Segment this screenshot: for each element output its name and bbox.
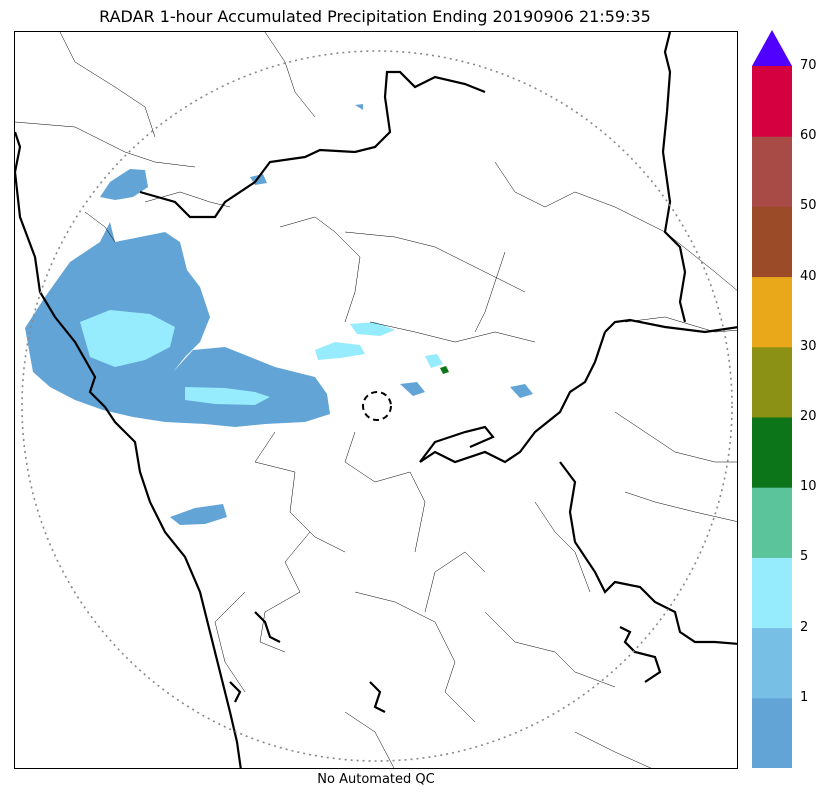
colorbar-bin — [752, 66, 792, 137]
qc-status-text: No Automated QC — [317, 772, 435, 787]
colorbar-tick-label: 5 — [800, 549, 809, 565]
colorbar-tick-label: 1 — [800, 689, 809, 705]
colorbar-bin — [752, 557, 792, 629]
colorbar-bin — [752, 346, 792, 418]
colorbar-tick-label: 40 — [800, 268, 817, 284]
district-boundaries — [15, 32, 737, 768]
precip-heavy-spot — [440, 366, 449, 374]
colorbar-tick-label: 30 — [800, 338, 817, 354]
colorbar-tick-label: 50 — [800, 198, 817, 214]
colorbar — [752, 30, 792, 768]
precip-light-areas — [25, 104, 533, 525]
colorbar-tick-label: 60 — [800, 128, 817, 144]
colorbar-bin — [752, 417, 792, 488]
precip-moderate-areas — [80, 310, 443, 405]
colorbar-tick-label: 2 — [800, 619, 809, 635]
colorbar-tick-label: 20 — [800, 409, 817, 424]
colorbar-overflow-triangle — [752, 30, 792, 66]
colorbar-bin — [752, 697, 792, 768]
colorbar-tick-label: 10 — [800, 479, 817, 495]
colorbar-bin — [752, 136, 792, 207]
colorbar-bin — [752, 206, 792, 278]
radar-range-ring — [21, 50, 733, 762]
radar-site-marker — [362, 391, 392, 421]
chart-title: RADAR 1-hour Accumulated Precipitation E… — [99, 7, 651, 26]
state-boundaries — [15, 32, 737, 768]
map-canvas — [15, 32, 737, 768]
colorbar-bin — [752, 276, 792, 348]
colorbar-bin — [752, 487, 792, 558]
colorbar-tick-label: 70 — [800, 58, 817, 73]
colorbar-bin — [752, 627, 792, 699]
radar-map[interactable] — [14, 31, 738, 769]
